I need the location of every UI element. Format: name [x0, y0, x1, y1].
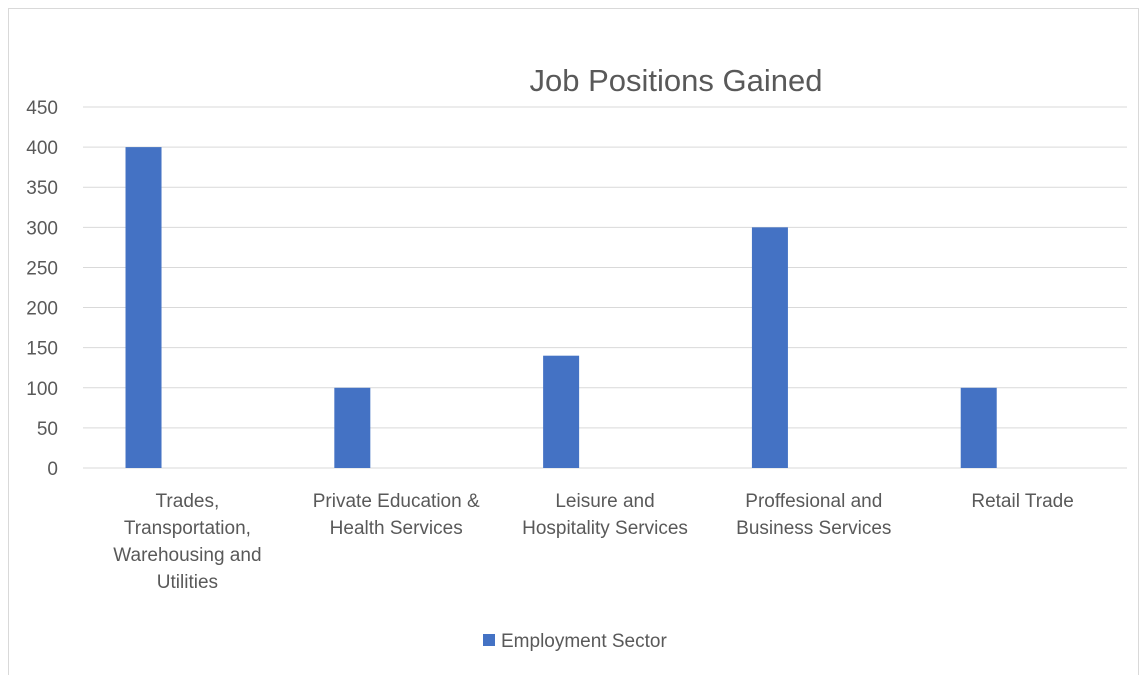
y-tick-label: 150 — [26, 339, 58, 360]
x-category-label: Private Education & Health Services — [313, 491, 480, 539]
chart-title: Job Positions Gained — [530, 63, 823, 98]
gridlines — [83, 106, 1127, 469]
x-category-label-line: Transportation, — [124, 518, 251, 539]
bar — [125, 147, 162, 468]
x-category-label-line: Leisure and — [555, 491, 654, 512]
y-tick-label: 50 — [37, 419, 58, 440]
x-category-label-line: Hospitality Services — [522, 518, 688, 539]
x-category-label: Retail Trade — [971, 491, 1073, 512]
bar — [751, 227, 788, 468]
legend-swatch — [483, 634, 495, 646]
x-axis-categories: Trades, Transportation, Warehousing and Uti… — [113, 491, 1074, 593]
x-category-label-line: Private Education & — [313, 491, 480, 512]
x-category-label-line: Retail Trade — [971, 491, 1073, 512]
x-category-label-line: Proffesional and — [745, 491, 882, 512]
x-category-label: Trades, Transportation, Warehousing and Uti… — [113, 491, 261, 593]
y-tick-label: 350 — [26, 178, 58, 199]
y-tick-label: 450 — [26, 98, 58, 119]
y-tick-label: 200 — [26, 299, 58, 320]
x-category-label: Proffesional and Business Services — [736, 491, 891, 539]
x-category-label: Leisure and Hospitality Services — [522, 491, 688, 539]
legend-label: Employment Sector — [501, 631, 667, 652]
y-tick-label: 0 — [47, 459, 58, 480]
x-category-label-line: Utilities — [157, 572, 218, 593]
y-tick-label: 250 — [26, 258, 58, 279]
y-tick-label: 300 — [26, 218, 58, 239]
x-category-label-line: Trades, — [156, 491, 220, 512]
x-category-label-line: Health Services — [330, 518, 463, 539]
bar — [334, 387, 371, 468]
bar — [960, 387, 997, 468]
legend: Employment Sector — [483, 631, 667, 652]
y-tick-label: 400 — [26, 138, 58, 159]
bar — [543, 355, 580, 468]
bars — [125, 147, 997, 468]
x-category-label-line: Business Services — [736, 518, 891, 539]
y-axis-ticks: 0 50 100 150 200 250 300 350 400 450 — [26, 98, 58, 480]
y-tick-label: 100 — [26, 379, 58, 400]
x-category-label-line: Warehousing and — [113, 545, 261, 566]
chart-frame — [8, 8, 1139, 675]
